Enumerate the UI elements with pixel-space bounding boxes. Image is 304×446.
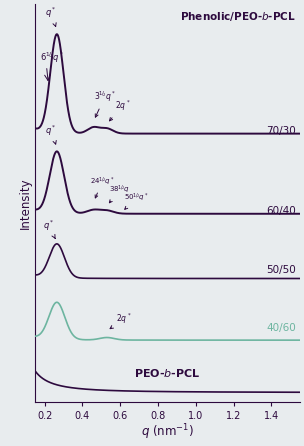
Text: $2q^*$: $2q^*$: [109, 99, 130, 121]
Text: $q^*$: $q^*$: [45, 6, 57, 26]
Text: $50^{1\!/_{\!2}}q^*$: $50^{1\!/_{\!2}}q^*$: [124, 191, 149, 209]
Text: PEO-$b$-PCL: PEO-$b$-PCL: [134, 367, 201, 379]
Text: $6^{1\!/_{\!2}}q^*$: $6^{1\!/_{\!2}}q^*$: [40, 50, 64, 65]
Text: $3^{1\!/_{\!2}}q^*$: $3^{1\!/_{\!2}}q^*$: [94, 89, 116, 117]
Text: 70/30: 70/30: [266, 126, 296, 136]
Text: Phenolic/PEO-$b$-PCL: Phenolic/PEO-$b$-PCL: [180, 10, 296, 23]
Text: $38^{1\!/_{\!2}}q$: $38^{1\!/_{\!2}}q$: [109, 184, 130, 203]
Text: $2q^*$: $2q^*$: [110, 311, 132, 329]
Text: 60/40: 60/40: [266, 206, 296, 216]
Text: $q^*$: $q^*$: [43, 219, 55, 239]
Text: $24^{1\!/_{\!2}}q^*$: $24^{1\!/_{\!2}}q^*$: [90, 175, 115, 198]
Text: $q^*$: $q^*$: [45, 123, 57, 144]
Text: 40/60: 40/60: [266, 323, 296, 333]
X-axis label: $q$ (nm$^{-1}$): $q$ (nm$^{-1}$): [141, 422, 194, 442]
Y-axis label: Intensity: Intensity: [19, 177, 32, 229]
Text: 50/50: 50/50: [266, 265, 296, 276]
